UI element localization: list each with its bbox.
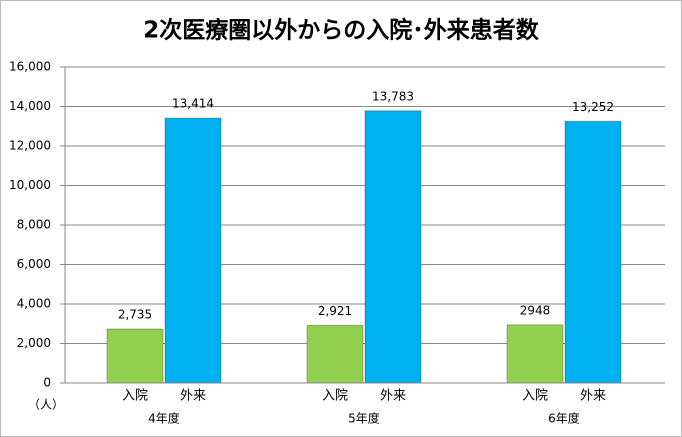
value-label: 13,414 (172, 97, 214, 111)
y-tick-label: 2,000 (17, 336, 51, 350)
y-tick-label: 16,000 (9, 60, 51, 74)
bar (306, 324, 364, 384)
x-tick-label: 6年度 (548, 411, 580, 426)
bar (364, 110, 422, 384)
y-tick-label: 4,000 (17, 297, 51, 311)
x-tick-label: 5年度 (348, 411, 380, 426)
bar (506, 324, 564, 384)
series-label: 入院 (122, 389, 148, 404)
bar (106, 328, 164, 384)
value-label: 2,921 (318, 304, 352, 318)
value-label: 13,783 (372, 89, 414, 103)
series-label: 外来 (180, 389, 206, 404)
series-label: 外来 (580, 389, 606, 404)
x-tick-label: 4年度 (148, 411, 180, 426)
series-label: 入院 (522, 389, 548, 404)
bar (164, 117, 222, 384)
series-label: 外来 (380, 389, 406, 404)
y-tick-label: 10,000 (9, 178, 51, 192)
chart-title: 2次医療圏以外からの入院･外来患者数 (143, 17, 540, 44)
y-tick-label: 6,000 (17, 257, 51, 271)
series-label: 入院 (322, 389, 348, 404)
value-label: 13,252 (572, 100, 614, 114)
y-tick-label: 12,000 (9, 139, 51, 153)
y-unit: （人） (28, 398, 64, 412)
value-label: 2948 (520, 303, 551, 317)
y-tick-label: 8,000 (17, 218, 51, 232)
y-tick-label: 0 (43, 376, 51, 390)
value-label: 2,735 (118, 307, 152, 321)
y-tick-label: 14,000 (9, 99, 51, 113)
bar (564, 120, 622, 384)
